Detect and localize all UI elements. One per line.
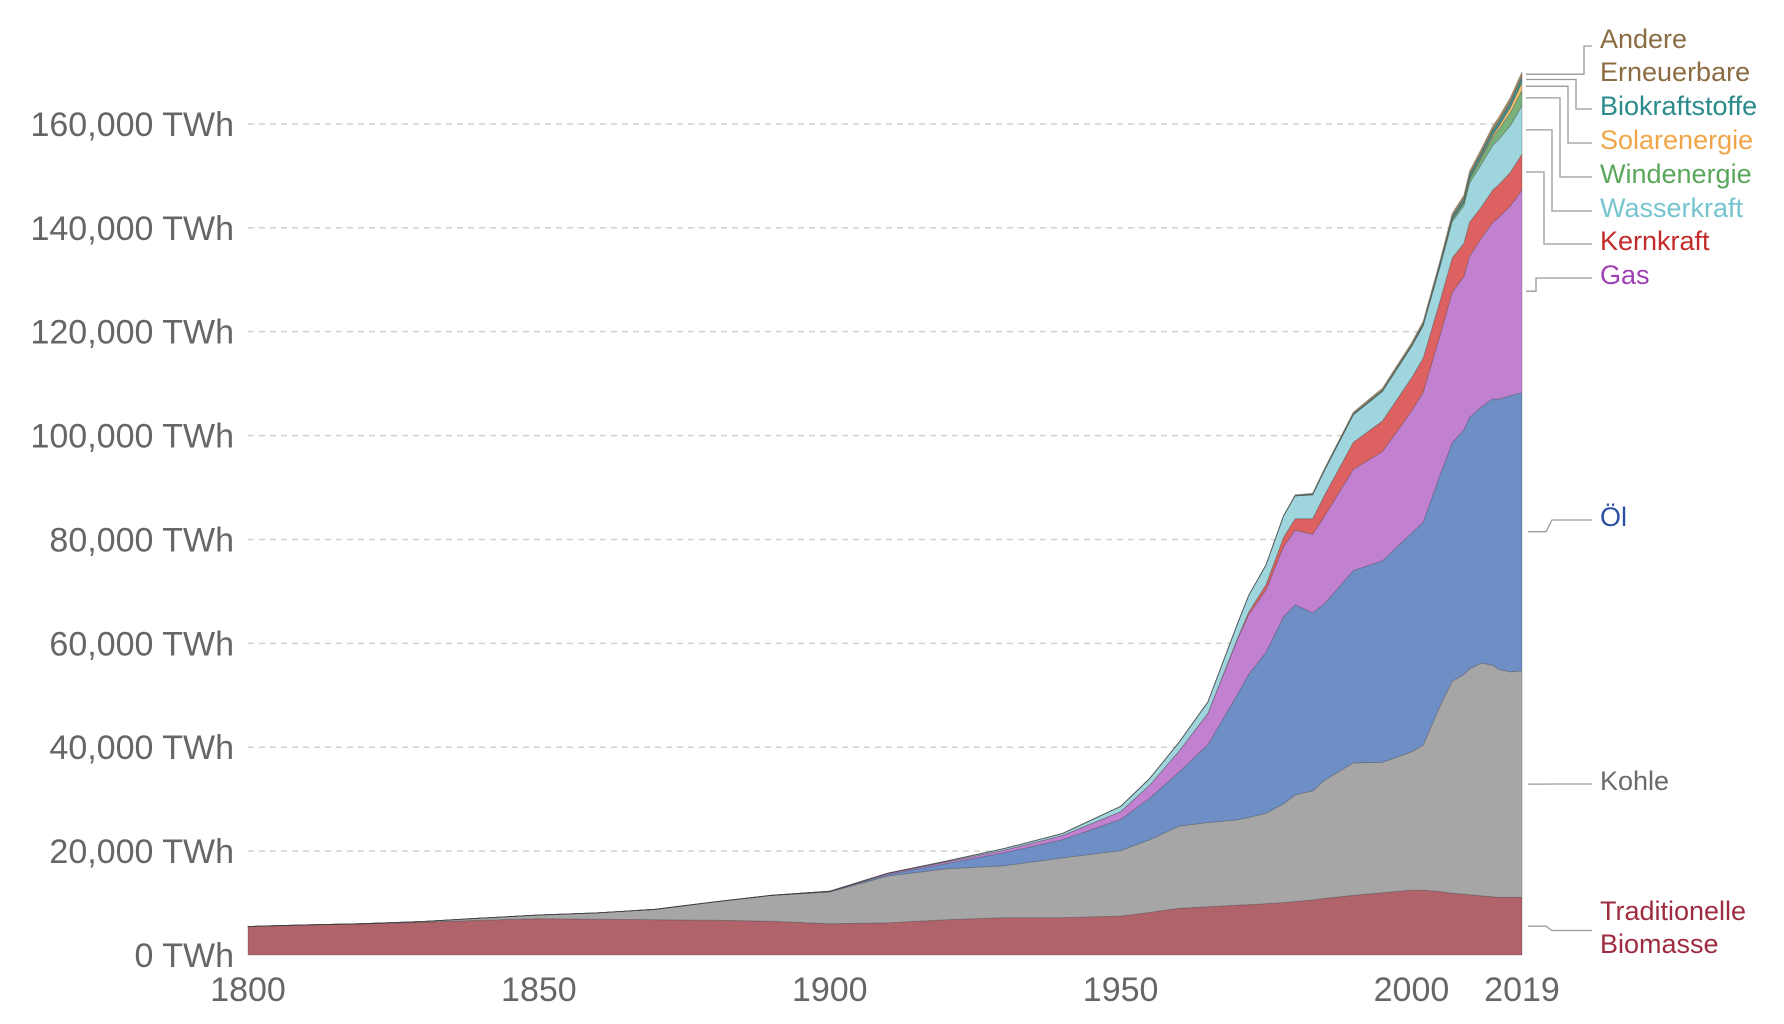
- legend-label-windenergie: Windenergie: [1600, 159, 1752, 189]
- area-andere-erneuerbare: [247, 71, 1523, 927]
- x-tick-label: 1850: [501, 971, 577, 1009]
- y-tick-label: 100,000 TWh: [30, 418, 234, 456]
- y-tick-label: 80,000 TWh: [49, 521, 234, 559]
- leader-line-oel: [1528, 519, 1592, 533]
- x-tick-label: 2019: [1484, 971, 1560, 1009]
- leader-line-andere-erneuerbare: [1526, 45, 1592, 75]
- leader-line-traditionelle-biomasse: [1528, 925, 1592, 932]
- x-tick-label: 2000: [1374, 971, 1450, 1009]
- legend-label-andere: Andere: [1600, 24, 1687, 54]
- area-windenergie: [247, 89, 1523, 927]
- legend-label-kernkraft: Kernkraft: [1600, 226, 1710, 256]
- area-biokraftstoffe: [247, 76, 1523, 927]
- x-tick-label: 1900: [792, 971, 868, 1009]
- legend-label-erneuerbare: Erneuerbare: [1600, 57, 1750, 87]
- leader-line-wasserkraft: [1526, 129, 1592, 212]
- area-wasserkraft: [247, 105, 1523, 927]
- legend-label-solarenergie: Solarenergie: [1600, 125, 1753, 155]
- y-tick-label: 120,000 TWh: [30, 314, 234, 352]
- legend-label-biomasse: Biomasse: [1600, 929, 1719, 959]
- legend-label-wasserkraft: Wasserkraft: [1600, 193, 1744, 223]
- leader-line-biokraftstoffe: [1526, 78, 1592, 110]
- x-axis-ticks: 1800 1850 1900 1950 2000 2019: [210, 971, 1560, 1009]
- y-tick-label: 20,000 TWh: [49, 833, 234, 871]
- legend-label-biokraftstoffe: Biokraftstoffe: [1600, 91, 1757, 121]
- legend-leader-lines: [1526, 45, 1592, 932]
- area-solarenergie: [247, 82, 1523, 927]
- legend-label-oel: Öl: [1600, 502, 1627, 532]
- y-tick-label: 0 TWh: [134, 937, 234, 975]
- area-series: [247, 71, 1523, 956]
- y-axis-ticks: 0 TWh 20,000 TWh 40,000 TWh 60,000 TWh 80,00…: [30, 106, 234, 975]
- y-tick-label: 60,000 TWh: [49, 625, 234, 663]
- y-tick-label: 140,000 TWh: [30, 210, 234, 248]
- legend-label-gas: Gas: [1600, 260, 1650, 290]
- x-tick-label: 1950: [1083, 971, 1159, 1009]
- leader-line-kernkraft: [1526, 171, 1592, 245]
- x-tick-label: 1800: [210, 971, 286, 1009]
- legend-label-kohle: Kohle: [1600, 766, 1669, 796]
- leader-line-gas: [1526, 277, 1592, 292]
- legend-label-traditionelle: Traditionelle: [1600, 896, 1746, 926]
- leader-line-windenergie: [1526, 97, 1592, 178]
- y-tick-label: 160,000 TWh: [30, 106, 234, 144]
- y-tick-label: 40,000 TWh: [49, 729, 234, 767]
- leader-line-solarenergie: [1526, 85, 1592, 144]
